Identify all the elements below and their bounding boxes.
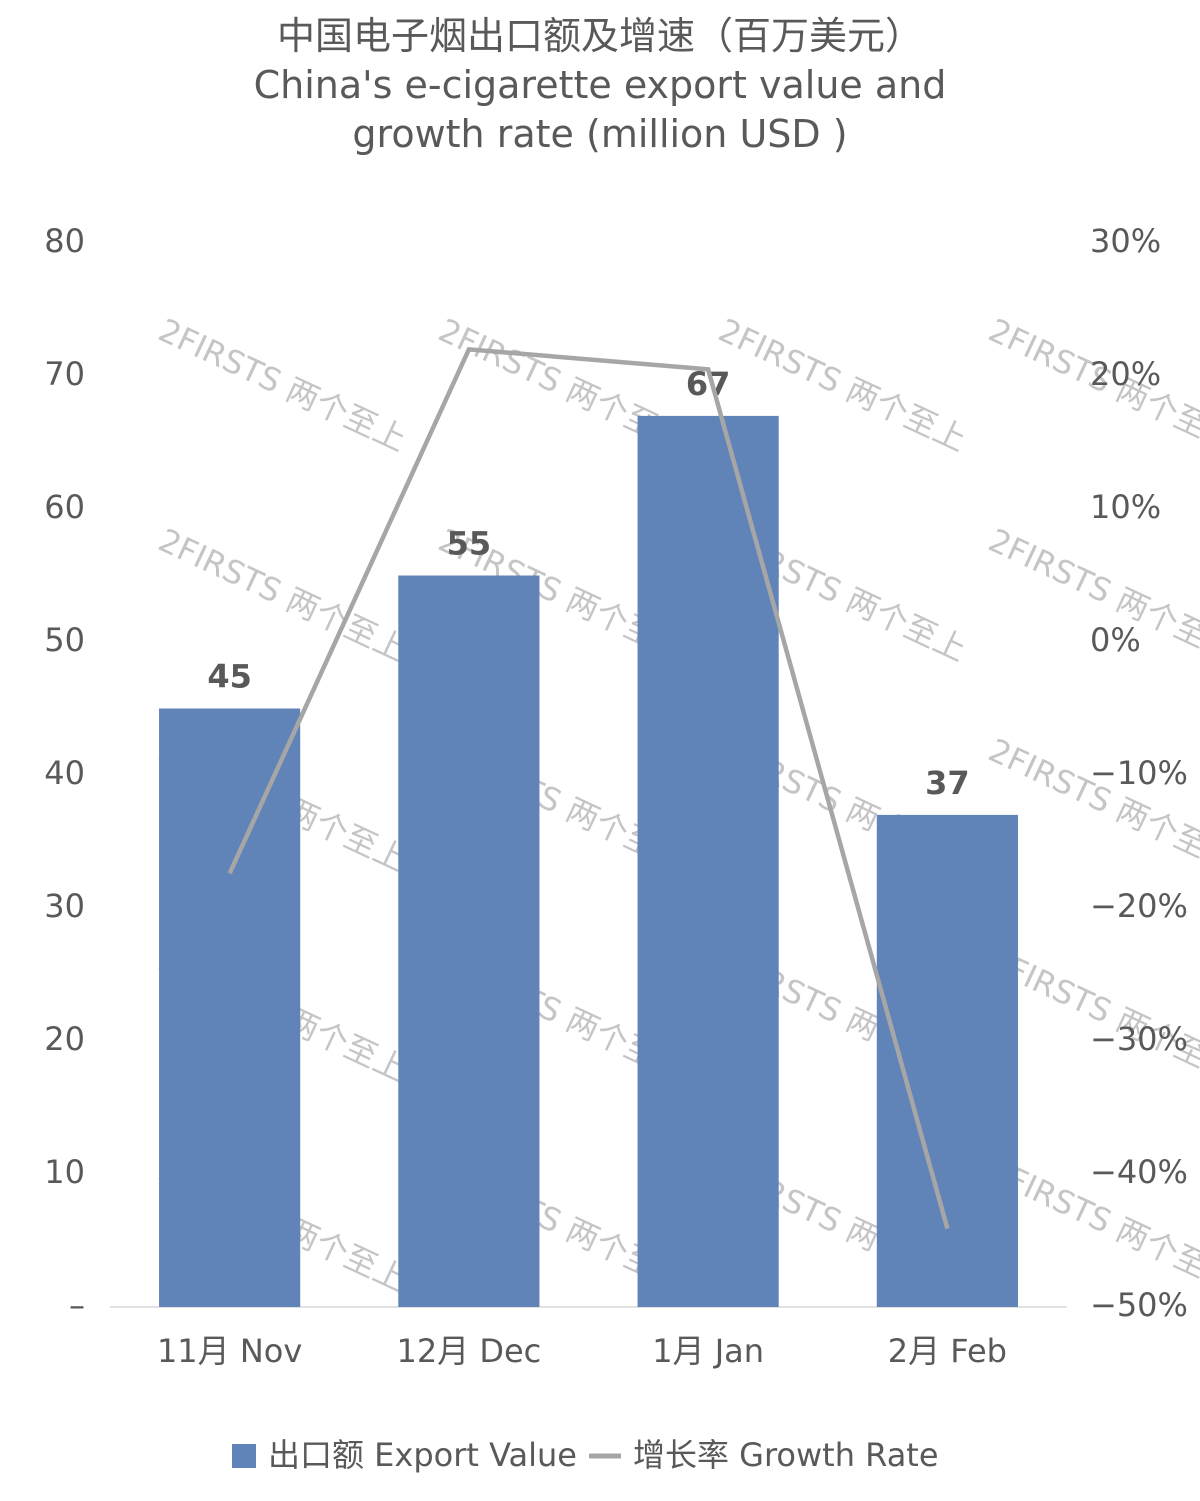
legend: 出口额 Export Value 增长率 Growth Rate [232,1436,939,1474]
x-tick-label: 2月 Feb [888,1332,1007,1370]
data-label: 45 [207,658,252,696]
x-tick-label: 11月 Nov [157,1332,302,1370]
x-tick-label: 1月 Jan [652,1332,764,1370]
data-label: 55 [447,525,492,563]
bar [398,575,540,1307]
legend-label: 出口额 Export Value [268,1436,577,1474]
watermark-text: 2FIRSTS 两个至上 [153,311,413,459]
y2-tick-label: −20% [1090,887,1188,925]
y-tick-label: 60 [44,488,85,526]
y2-tick-label: 0% [1090,621,1141,659]
watermark-text: 2FIRSTS 两个至上 [153,521,413,669]
y2-tick-label: 10% [1090,488,1161,526]
chart-heading: 中国电子烟出口额及增速（百万美元） China's e-cigarette ex… [150,12,1050,159]
y-tick-label: 40 [44,754,85,792]
line [227,347,950,1230]
y2-tick-label: −50% [1090,1286,1188,1324]
y-tick-label: 10 [44,1153,85,1191]
y-tick-label: 30 [44,887,85,925]
legend-label: 增长率 Growth Rate [633,1436,939,1474]
data-label: 37 [925,764,970,802]
chart-subtitle: China's e-cigarette export value and gro… [253,63,947,156]
bar [876,814,1018,1307]
legend-swatch [232,1444,256,1468]
y2-tick-label: −10% [1090,754,1188,792]
y2-tick-label: −40% [1090,1153,1188,1191]
y2-tick-label: 20% [1090,355,1161,393]
y-tick-label: – [69,1286,85,1324]
chart-title: 中国电子烟出口额及增速（百万美元） [276,14,923,58]
y2-tick-label: 30% [1090,222,1161,260]
bar [159,708,301,1307]
bar [637,415,779,1307]
y-tick-label: 50 [44,621,85,659]
y-tick-label: 20 [44,1020,85,1058]
y-tick-label: 70 [44,355,85,393]
y2-tick-label: −30% [1090,1020,1188,1058]
y-tick-label: 80 [44,222,85,260]
x-tick-label: 12月 Dec [396,1332,541,1370]
